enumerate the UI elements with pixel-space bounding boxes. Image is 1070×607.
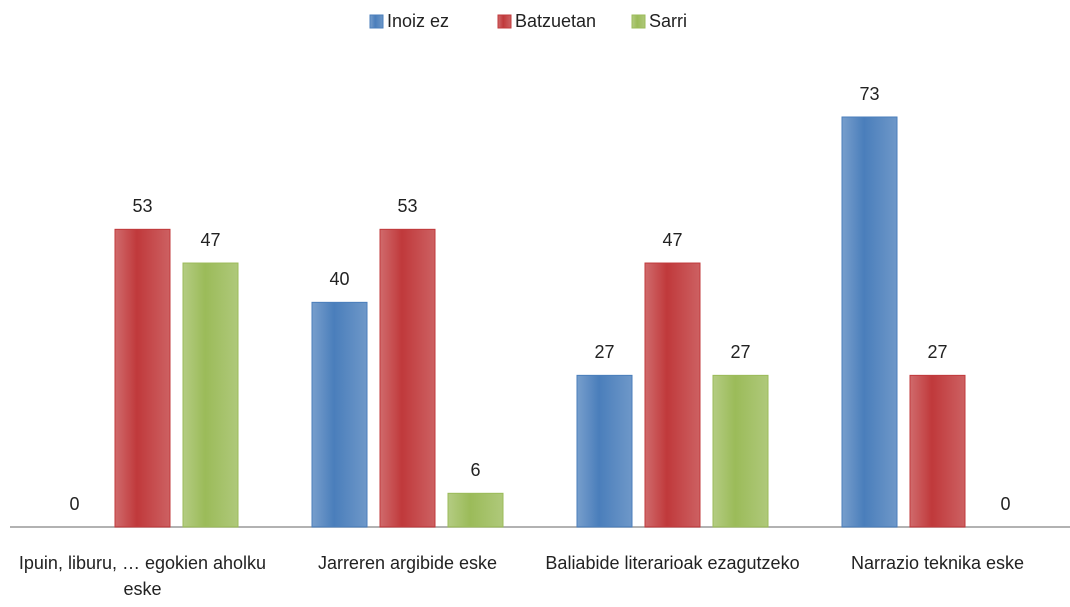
data-label: 6 (470, 460, 480, 480)
legend-swatch (369, 14, 384, 29)
bar (114, 228, 171, 528)
data-label: 0 (1000, 494, 1010, 514)
data-label: 47 (200, 230, 220, 250)
bar (712, 374, 769, 528)
legend-label: Inoiz ez (387, 11, 449, 31)
data-label: 47 (662, 230, 682, 250)
data-label: 73 (859, 84, 879, 104)
data-label: 0 (69, 494, 79, 514)
x-tick-label: Jarreren argibide eske (317, 553, 498, 573)
bar (644, 262, 701, 528)
bar (182, 262, 239, 528)
bar (841, 116, 898, 528)
legend-label: Sarri (649, 11, 687, 31)
x-tick-label: Narrazio teknika eske (850, 553, 1025, 573)
data-label: 40 (329, 269, 349, 289)
bar (447, 492, 504, 528)
data-label: 53 (132, 196, 152, 216)
legend-swatch (497, 14, 512, 29)
legend-label: Batzuetan (515, 11, 596, 31)
x-tick-label: Baliabide literarioak ezagutzeko (545, 553, 800, 573)
legend-swatch (631, 14, 646, 29)
data-label: 27 (730, 342, 750, 362)
bar (576, 374, 633, 528)
bar (311, 301, 368, 528)
data-label: 27 (927, 342, 947, 362)
data-label: 53 (397, 196, 417, 216)
bar (379, 228, 436, 528)
bar (909, 374, 966, 528)
x-tick-label: Ipuin, liburu, … egokien aholku eske (18, 553, 267, 599)
data-label: 27 (594, 342, 614, 362)
